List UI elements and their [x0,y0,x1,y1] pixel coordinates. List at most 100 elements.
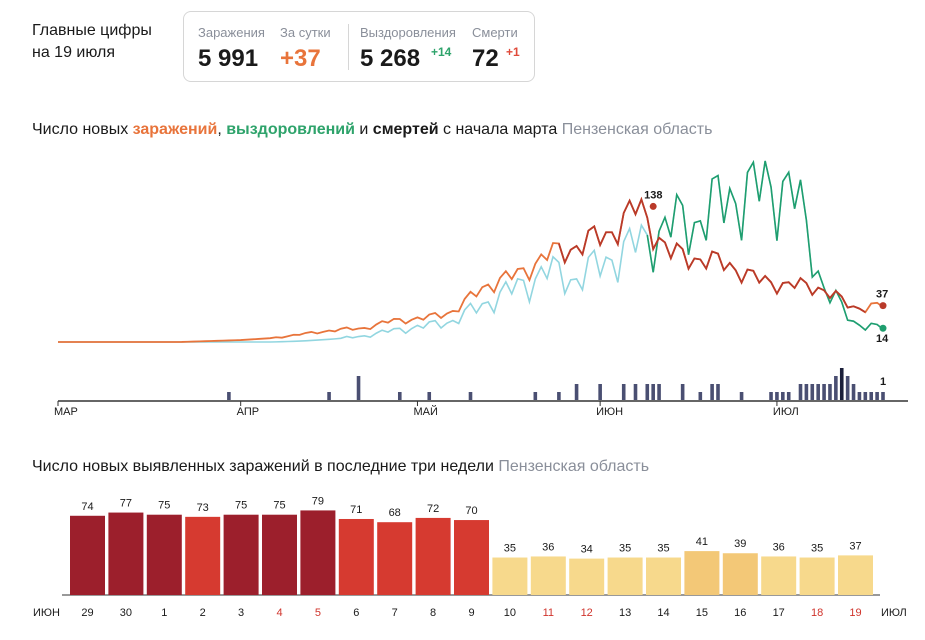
bar-value-label: 36 [542,541,554,553]
chart1-title-recoveries: выздоровлений [226,121,355,138]
day-bar [838,555,873,595]
day-bar [530,556,566,595]
bar-date-label: 4 [276,607,282,619]
bar-value-label: 35 [811,543,823,555]
bar-value-label: 70 [465,505,477,517]
bar-date-label: 5 [315,607,321,619]
bar-value-label: 35 [657,543,669,555]
day-bar [108,512,144,595]
day-bar [70,515,105,595]
bar-date-label: 10 [504,607,516,619]
infections-line [58,196,884,343]
chart1-title-deaths: смертей [372,121,439,138]
bar-value-label: 72 [427,503,439,515]
death-bar [828,384,832,400]
bar-value-label: 75 [235,500,247,512]
chart1-title-sep1: , [217,121,227,138]
bar-value-label: 41 [696,536,708,548]
death-bar [769,392,773,400]
infections-label: Заражения [198,25,265,40]
x-tick-label: МАЙ [413,405,437,418]
recoveries-delta: +14 [431,45,452,59]
death-bar [710,384,714,400]
chart1-title-suffix: с начала марта [438,121,558,138]
recoveries-line-recent [646,159,884,332]
day-bar [377,522,413,595]
bar-value-label: 35 [504,543,516,555]
bar-value-label: 74 [81,501,93,513]
day-bar [338,518,374,595]
death-bar [468,392,473,400]
bar-month-start-label: ИЮН [33,607,60,619]
x-tick-label: ИЮН [596,406,623,418]
day-bar [223,514,259,595]
last-infections-dot [879,302,887,310]
chart1-region: Пензенская область [561,121,713,138]
death-bar [775,392,779,400]
deaths-delta: +1 [506,45,520,59]
bar-date-label: 19 [849,607,861,619]
bar-date-label: 16 [734,607,746,619]
chart2-title: Число новых выявленных заражений в после… [32,458,649,476]
day-bar [454,520,489,595]
bar-value-label: 37 [849,540,861,552]
recoveries-value: 5 268 [360,45,421,72]
death-bar [881,392,885,400]
day-bar [185,516,221,595]
headline: Главные цифры на 19 июля [32,20,152,64]
recoveries-label: Выздоровления [360,25,456,40]
day-bar [492,557,528,595]
bar-date-label: 9 [468,607,474,619]
death-bar [327,392,331,400]
bar-value-label: 75 [273,500,285,512]
cases-timeline-chart: МАР АПР МАЙ ИЮН ИЮЛ 138 37 14 1 [54,159,908,418]
x-tick-label: МАР [54,406,78,418]
day-bar [722,553,758,595]
chart1-title-prefix: Число новых [32,121,133,138]
day-bar [569,558,605,595]
bar-date-label: 6 [353,607,359,619]
death-bar [786,392,791,400]
death-bar [598,384,602,400]
death-bar [798,384,803,400]
daily-infections-bar-chart: 74 29 77 30 75 1 73 2 75 3 75 4 79 5 71 6 68 7 72 8 70 9 35 10 3… [33,495,907,619]
peak-infections-label: 138 [644,189,662,201]
bar-value-label: 77 [120,498,132,510]
day-bar [146,514,182,595]
bar-date-label: 3 [238,607,244,619]
day-bar [761,556,797,595]
bar-date-label: 2 [200,607,206,619]
death-bar [645,384,650,400]
bar-date-label: 15 [696,607,708,619]
bar-date-label: 7 [392,607,398,619]
last-recoveries-label: 14 [876,333,889,345]
last-deaths-label: 1 [880,376,886,388]
infections-value: 5 991 [198,45,259,72]
x-tick-label: АПР [237,406,259,418]
death-bar [356,376,361,400]
death-bar [839,368,844,400]
death-bar [657,384,661,400]
death-bar [227,392,231,400]
death-bar [557,392,561,400]
death-bar [621,384,626,400]
day-bar [415,517,451,595]
bar-date-label: 1 [161,607,167,619]
bar-date-label: 29 [81,607,93,619]
bar-value-label: 71 [350,504,362,516]
day-bar [607,557,643,595]
headline-title: Главные цифры [32,22,152,39]
death-bar [863,392,868,400]
death-bar [427,392,432,400]
bar-value-label: 73 [197,502,209,514]
chart2-title-text: Число новых выявленных заражений в после… [32,458,494,475]
bar-date-label: 14 [657,607,669,619]
day-bar [646,557,681,595]
bar-value-label: 35 [619,543,631,555]
headline-date: на 19 июля [32,44,116,61]
death-bar [869,392,874,400]
bar-value-label: 39 [734,538,746,550]
day-bar [799,557,835,595]
bar-value-label: 79 [312,495,324,507]
death-bar [574,384,579,400]
